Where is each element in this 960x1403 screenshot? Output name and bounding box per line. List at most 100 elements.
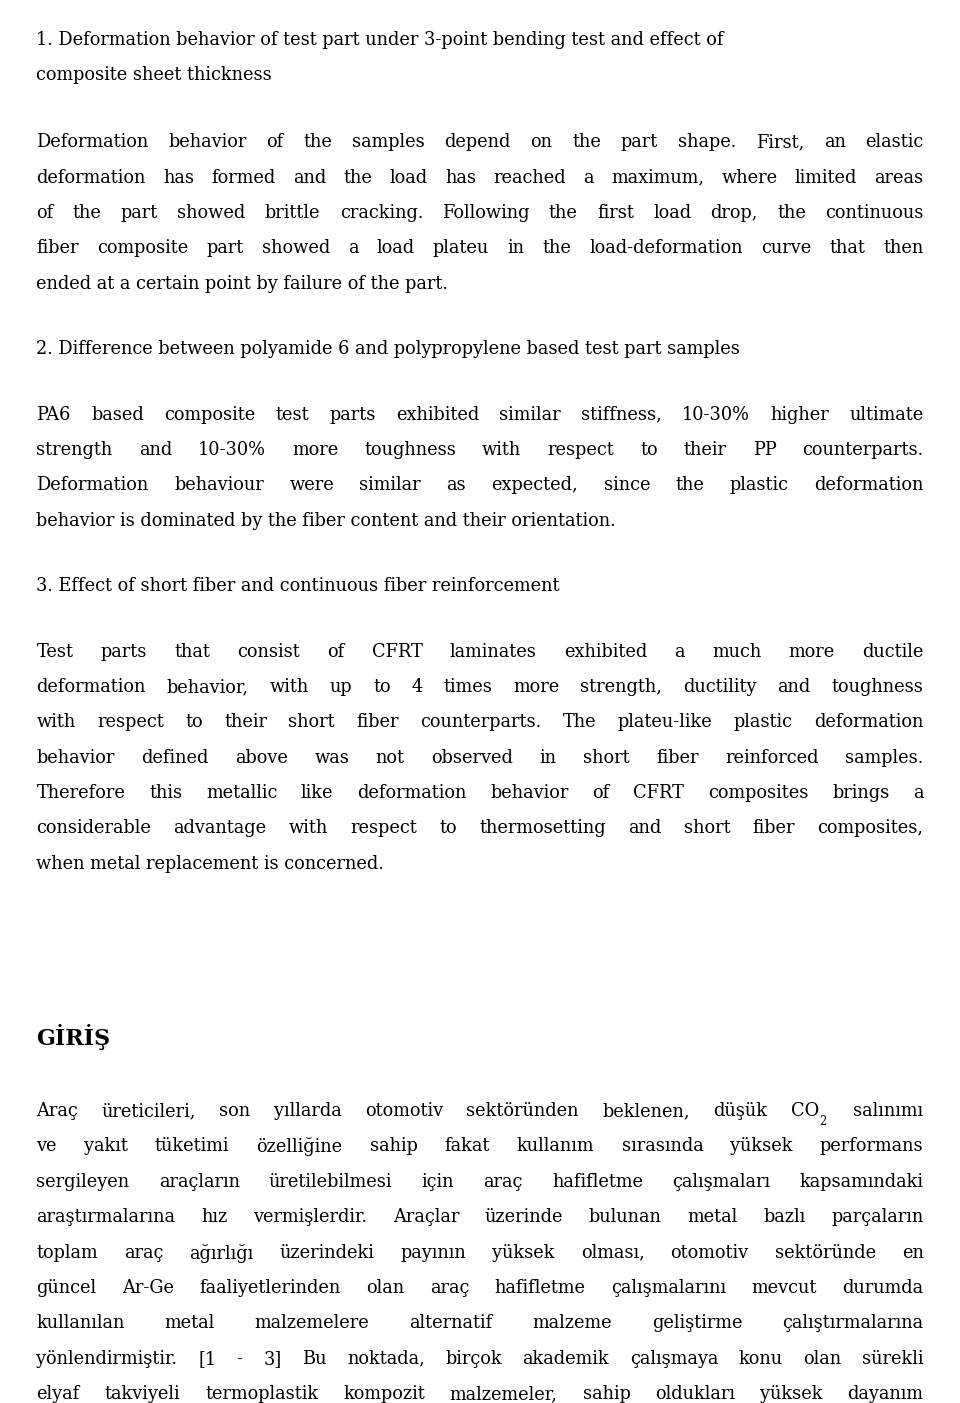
Text: en: en <box>901 1243 924 1261</box>
Text: üzerinde: üzerinde <box>485 1208 564 1226</box>
Text: yüksek: yüksek <box>731 1138 793 1156</box>
Text: in: in <box>540 749 557 766</box>
Text: their: their <box>224 713 267 731</box>
Text: malzeme: malzeme <box>533 1315 612 1333</box>
Text: load: load <box>390 168 428 187</box>
Text: yönlendirmiştir.: yönlendirmiştir. <box>36 1350 178 1368</box>
Text: counterparts.: counterparts. <box>803 441 924 459</box>
Text: has: has <box>163 168 194 187</box>
Text: the: the <box>572 133 601 152</box>
Text: load: load <box>653 203 691 222</box>
Text: araç: araç <box>430 1280 469 1296</box>
Text: deformation: deformation <box>36 678 146 696</box>
Text: First,: First, <box>756 133 804 152</box>
Text: up: up <box>329 678 352 696</box>
Text: kullanılan: kullanılan <box>36 1315 125 1333</box>
Text: this: this <box>149 784 182 803</box>
Text: olan: olan <box>804 1350 842 1368</box>
Text: with: with <box>270 678 309 696</box>
Text: behavior: behavior <box>36 749 115 766</box>
Text: and: and <box>629 819 661 838</box>
Text: on: on <box>531 133 553 152</box>
Text: brittle: brittle <box>265 203 321 222</box>
Text: of: of <box>36 203 54 222</box>
Text: laminates: laminates <box>450 643 537 661</box>
Text: deformation: deformation <box>814 713 924 731</box>
Text: the: the <box>549 203 578 222</box>
Text: brings: brings <box>832 784 889 803</box>
Text: like: like <box>301 784 333 803</box>
Text: kapsamındaki: kapsamındaki <box>800 1173 924 1191</box>
Text: exhibited: exhibited <box>396 405 479 424</box>
Text: araştırmalarına: araştırmalarına <box>36 1208 176 1226</box>
Text: son: son <box>219 1103 251 1120</box>
Text: termoplastik: termoplastik <box>205 1385 319 1403</box>
Text: behaviour: behaviour <box>174 477 264 494</box>
Text: ultimate: ultimate <box>850 405 924 424</box>
Text: to: to <box>185 713 203 731</box>
Text: consist: consist <box>237 643 300 661</box>
Text: otomotiv: otomotiv <box>670 1243 749 1261</box>
Text: fiber: fiber <box>36 240 79 258</box>
Text: payının: payının <box>400 1243 467 1261</box>
Text: 3. Effect of short fiber and continuous fiber reinforcement: 3. Effect of short fiber and continuous … <box>36 577 560 595</box>
Text: ağırlığı: ağırlığı <box>189 1243 253 1263</box>
Text: observed: observed <box>431 749 514 766</box>
Text: sahip: sahip <box>370 1138 418 1156</box>
Text: ductile: ductile <box>862 643 924 661</box>
Text: load: load <box>376 240 415 258</box>
Text: elyaf: elyaf <box>36 1385 80 1403</box>
Text: and: and <box>139 441 172 459</box>
Text: reinforced: reinforced <box>726 749 819 766</box>
Text: düşük: düşük <box>713 1103 767 1120</box>
Text: takviyeli: takviyeli <box>105 1385 180 1403</box>
Text: faaliyetlerinden: faaliyetlerinden <box>200 1280 341 1296</box>
Text: first: first <box>597 203 634 222</box>
Text: Ar-Ge: Ar-Ge <box>122 1280 174 1296</box>
Text: parts: parts <box>101 643 147 661</box>
Text: strength,: strength, <box>581 678 662 696</box>
Text: that: that <box>175 643 210 661</box>
Text: Bu: Bu <box>302 1350 326 1368</box>
Text: short: short <box>684 819 731 838</box>
Text: yakıt: yakıt <box>84 1138 128 1156</box>
Text: of: of <box>267 133 284 152</box>
Text: curve: curve <box>761 240 811 258</box>
Text: to: to <box>373 678 391 696</box>
Text: PA6: PA6 <box>36 405 71 424</box>
Text: fiber: fiber <box>657 749 699 766</box>
Text: deformation: deformation <box>814 477 924 494</box>
Text: çalışmalarını: çalışmalarını <box>611 1280 726 1296</box>
Text: PP: PP <box>753 441 777 459</box>
Text: metal: metal <box>687 1208 737 1226</box>
Text: as: as <box>446 477 467 494</box>
Text: toughness: toughness <box>364 441 456 459</box>
Text: respect: respect <box>547 441 614 459</box>
Text: not: not <box>376 749 405 766</box>
Text: olması,: olması, <box>581 1243 644 1261</box>
Text: maximum,: maximum, <box>612 168 704 187</box>
Text: then: then <box>883 240 924 258</box>
Text: depend: depend <box>444 133 511 152</box>
Text: considerable: considerable <box>36 819 152 838</box>
Text: short: short <box>584 749 630 766</box>
Text: defined: defined <box>141 749 208 766</box>
Text: bazlı: bazlı <box>763 1208 805 1226</box>
Text: fiber: fiber <box>753 819 795 838</box>
Text: -: - <box>237 1350 243 1368</box>
Text: Araç: Araç <box>36 1103 78 1120</box>
Text: akademik: akademik <box>522 1350 610 1368</box>
Text: where: where <box>721 168 778 187</box>
Text: shape.: shape. <box>678 133 736 152</box>
Text: geliştirme: geliştirme <box>652 1315 742 1333</box>
Text: thermosetting: thermosetting <box>479 819 606 838</box>
Text: composite sheet thickness: composite sheet thickness <box>36 66 273 84</box>
Text: the: the <box>777 203 806 222</box>
Text: çalıştırmalarına: çalıştırmalarına <box>782 1315 924 1333</box>
Text: behavior: behavior <box>168 133 247 152</box>
Text: birçok: birçok <box>445 1350 502 1368</box>
Text: their: their <box>684 441 727 459</box>
Text: composites,: composites, <box>818 819 924 838</box>
Text: and: and <box>293 168 326 187</box>
Text: similar: similar <box>359 477 421 494</box>
